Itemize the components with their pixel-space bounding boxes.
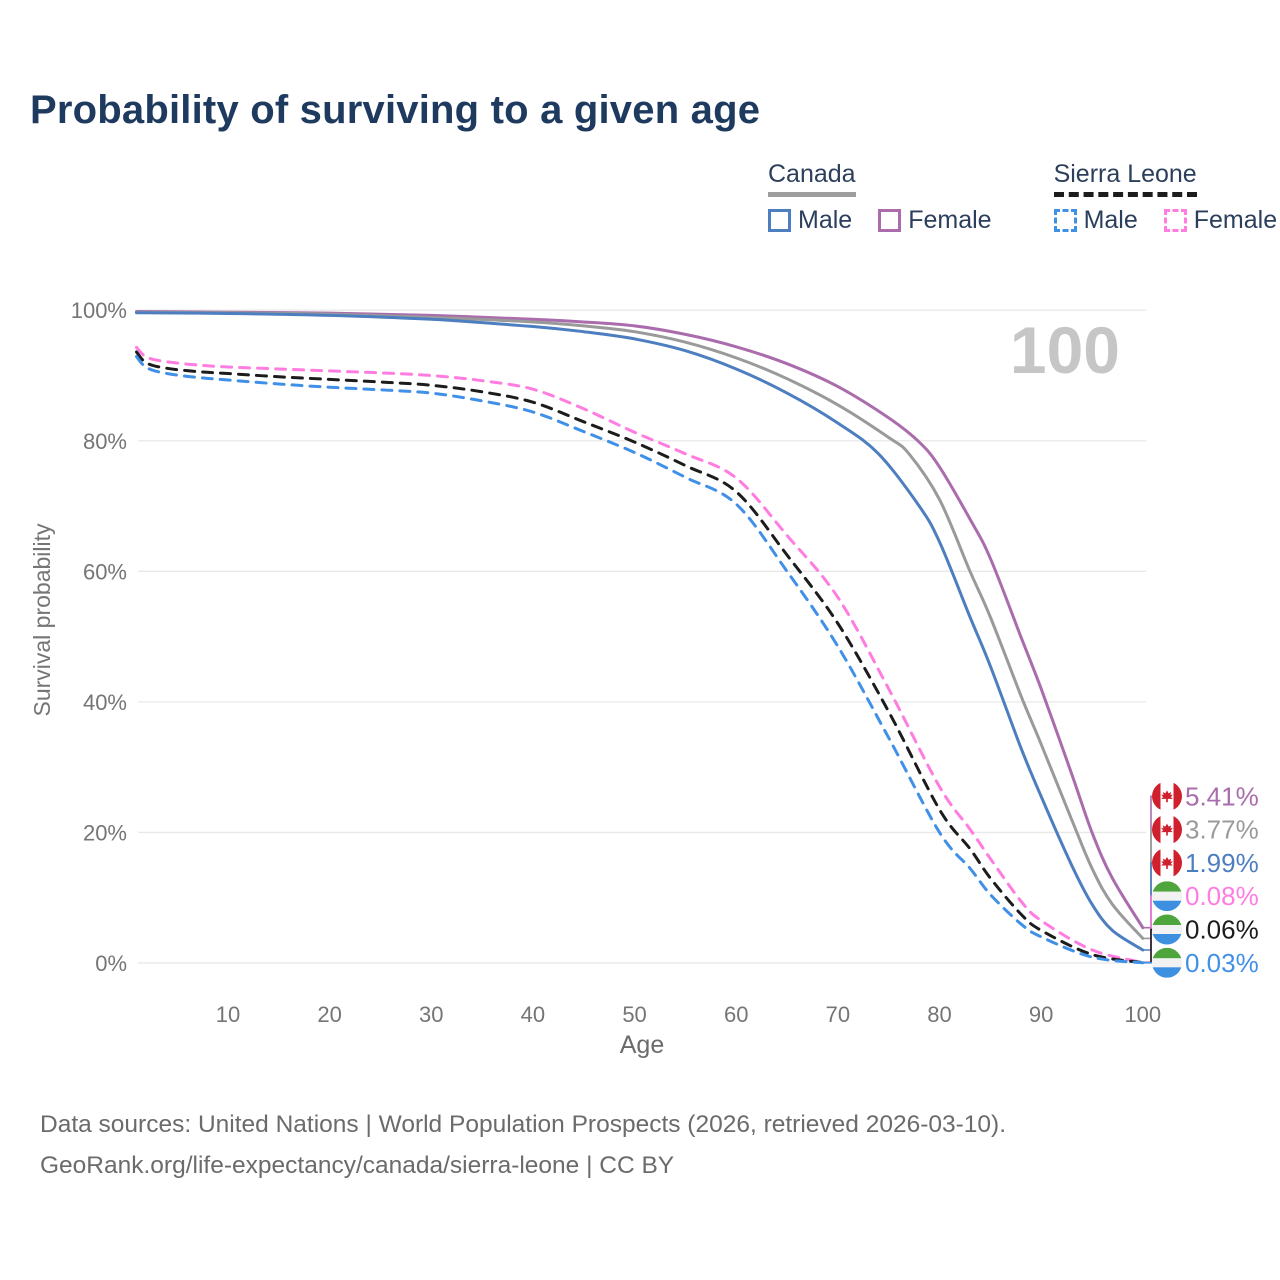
legend-sierra-leone-male-label: Male bbox=[1083, 206, 1138, 234]
hovered-age-annotation: 100 bbox=[1010, 313, 1120, 387]
end-label-sierra-leone-female: 0.08% bbox=[1185, 881, 1259, 911]
end-label-connector-sierra-leone-combined bbox=[1143, 928, 1153, 964]
x-axis-title: Age bbox=[620, 1031, 664, 1059]
footer-attribution: GeoRank.org/life-expectancy/canada/sierr… bbox=[40, 1152, 675, 1179]
sierra-leone-flag-icon bbox=[1152, 881, 1182, 912]
end-label-canada-female: 5.41% bbox=[1185, 781, 1259, 811]
legend-group-canada: Canada Male Female bbox=[768, 160, 992, 235]
y-tick-label: 100% bbox=[71, 298, 127, 323]
x-tick-label: 100 bbox=[1124, 1002, 1161, 1027]
legend-sierra-leone-label: Sierra Leone bbox=[1053, 160, 1197, 197]
curve-sierra-leone-female[interactable] bbox=[135, 345, 1145, 964]
y-tick-label: 60% bbox=[83, 559, 127, 584]
legend-item-canada-male[interactable]: Male bbox=[768, 206, 852, 235]
legend-group-sierra-leone: Sierra Leone Male Female bbox=[1053, 160, 1278, 235]
legend-item-sierra-leone-male[interactable]: Male bbox=[1053, 206, 1138, 235]
curve-sierra-leone-male[interactable] bbox=[135, 355, 1145, 965]
sierra-leone-female-swatch-icon bbox=[1163, 209, 1187, 232]
canada-female-swatch-icon bbox=[878, 209, 902, 232]
sierra-leone-male-swatch-icon bbox=[1053, 209, 1077, 232]
end-label-sierra-leone-male: 0.03% bbox=[1185, 948, 1259, 978]
canada-flag-icon bbox=[1152, 847, 1182, 878]
x-tick-label: 30 bbox=[419, 1002, 443, 1027]
canada-flag-icon bbox=[1152, 814, 1182, 845]
canada-flag-icon bbox=[1152, 781, 1182, 812]
y-tick-label: 40% bbox=[83, 690, 127, 715]
y-tick-label: 0% bbox=[95, 951, 127, 976]
legend-item-sierra-leone-female[interactable]: Female bbox=[1163, 206, 1278, 235]
x-tick-label: 40 bbox=[521, 1002, 545, 1027]
x-tick-label: 60 bbox=[724, 1002, 748, 1027]
end-label-canada-male: 1.99% bbox=[1185, 848, 1259, 878]
end-label-canada-combined: 3.77% bbox=[1185, 815, 1259, 845]
legend-item-canada-female[interactable]: Female bbox=[878, 206, 992, 235]
end-label-sierra-leone-combined: 0.06% bbox=[1185, 915, 1259, 945]
x-tick-label: 20 bbox=[317, 1002, 341, 1027]
x-tick-label: 10 bbox=[216, 1002, 240, 1027]
x-tick-label: 50 bbox=[622, 1002, 646, 1027]
legend-sierra-leone-female-label: Female bbox=[1193, 206, 1278, 234]
x-tick-label: 70 bbox=[826, 1002, 850, 1027]
x-tick-label: 80 bbox=[927, 1002, 951, 1027]
x-tick-label: 90 bbox=[1029, 1002, 1053, 1027]
canada-male-swatch-icon bbox=[768, 209, 791, 232]
page-title: Probability of surviving to a given age bbox=[30, 88, 761, 132]
sierra-leone-flag-icon bbox=[1152, 914, 1182, 945]
footer: Data sources: United Nations | World Pop… bbox=[40, 1104, 1006, 1186]
curve-canada-male[interactable] bbox=[135, 311, 1145, 952]
footer-data-sources: Data sources: United Nations | World Pop… bbox=[40, 1111, 1007, 1138]
curve-sierra-leone-combined[interactable] bbox=[135, 350, 1145, 965]
legend-canada-female-label: Female bbox=[908, 206, 992, 234]
y-axis-title: Survival probability bbox=[29, 523, 55, 717]
legend-canada-male-label: Male bbox=[798, 206, 853, 234]
legend: Canada Male Female Sierra Leone Male bbox=[768, 160, 1277, 235]
curve-canada-combined[interactable] bbox=[135, 310, 1145, 940]
y-tick-label: 20% bbox=[83, 820, 127, 845]
sierra-leone-flag-icon bbox=[1152, 947, 1182, 978]
y-tick-label: 80% bbox=[83, 429, 127, 454]
legend-canada-label: Canada bbox=[768, 160, 856, 197]
curve-canada-female[interactable] bbox=[135, 310, 1145, 930]
